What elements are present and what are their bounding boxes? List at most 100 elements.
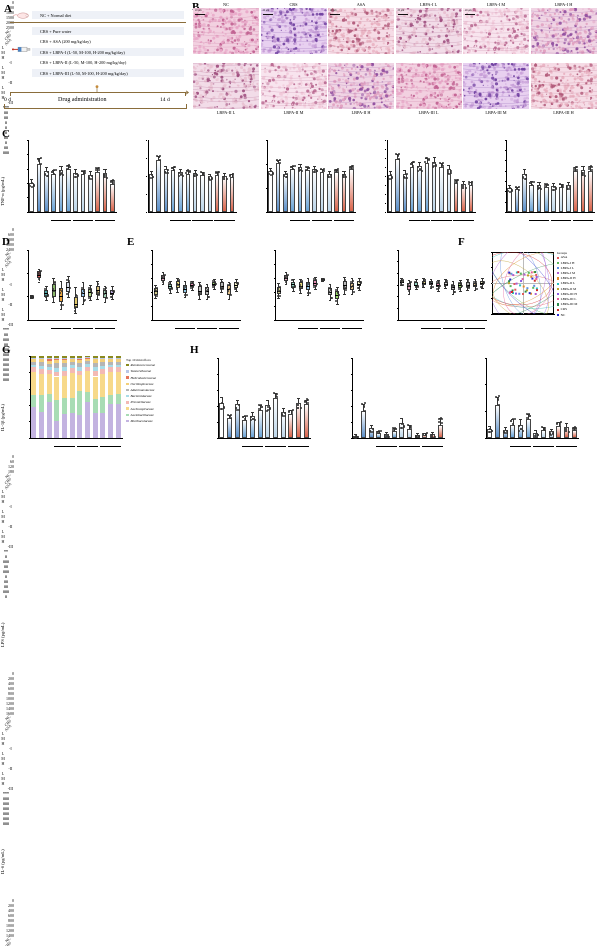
chart-il1b-datapoint-5-3 xyxy=(186,170,188,172)
chart-il10-datapoint-10-3 xyxy=(581,174,583,176)
chart-lps-datapoint-0-4 xyxy=(272,173,274,175)
chart-pca-ellipses xyxy=(492,252,554,314)
chart-abundance-segment-6-8 xyxy=(77,358,82,359)
chart-observed_asv-whisker-cap-bottom-0 xyxy=(154,298,157,299)
chart-tnfa-bar-2 xyxy=(44,171,49,212)
chart-il6-ylabel: IL-6 (pg/mL) xyxy=(0,826,10,898)
chart-ruminococcaceae-bar-5 xyxy=(526,419,531,438)
chart-mpo-whisker-cap-top-9 xyxy=(96,281,99,282)
chart-muribaculaceae-errorbar-10 xyxy=(298,398,299,403)
chart-pd_whole_tree-datapoint-10-4 xyxy=(352,285,354,287)
chart-abundance-segment-9-8 xyxy=(100,358,105,359)
chart-pca-legend-label-4: LBPA-II H xyxy=(561,276,576,280)
scale-bar-r1-2 xyxy=(330,14,340,15)
histology-caption-r1-2: ASA xyxy=(328,2,394,7)
chart-observed_asv-whisker-cap-bottom-10 xyxy=(228,299,231,300)
chart-simpson-datapoint-3-2 xyxy=(422,285,424,287)
chart-abundance-legend-swatch-9 xyxy=(126,420,129,422)
chart-helicobacteraceae-errorbar-6 xyxy=(402,418,403,423)
chart-abundance-segment-1-4 xyxy=(39,366,44,369)
chart-tnfa-bar-5 xyxy=(66,169,71,212)
chart-abundance-segment-9-7 xyxy=(100,358,105,359)
chart-observed_asv-whisker-cap-bottom-6 xyxy=(198,299,201,300)
chart-abundance-segment-1-1 xyxy=(39,395,44,411)
chart-il10-errorcap-0 xyxy=(508,185,511,186)
chart-helicobacteraceae-bar-5 xyxy=(392,431,397,438)
chart-helicobacteraceae-datapoint-11-0 xyxy=(438,421,440,423)
chart-abundance-segment-2-7 xyxy=(47,359,52,361)
chart-pd_whole_tree-whisker-cap-bottom-5 xyxy=(314,289,317,290)
chart-mpo-datapoint-6-3 xyxy=(74,310,76,312)
chart-il6-datapoint-8-3 xyxy=(450,172,452,174)
chart-il6-bar-1 xyxy=(395,159,400,212)
chart-abundance-segment-8-6 xyxy=(93,359,98,362)
chart-lps-datapoint-3-0 xyxy=(292,168,294,170)
chart-il1b-bar-2 xyxy=(164,169,169,212)
chart-tnfa-bar-8 xyxy=(88,175,93,212)
chart-simpson-whisker-cap-bottom-9 xyxy=(466,290,469,291)
chart-abundance-segment-1-9 xyxy=(39,356,44,358)
chart-tnfa-errorcap-0 xyxy=(30,179,33,180)
chart-tnfa-errorcap-8 xyxy=(89,171,92,172)
chart-helicobacteraceae-datapoint-11-2 xyxy=(440,417,442,419)
chart-abundance-segment-6-4 xyxy=(77,367,82,370)
chart-il1b-errorcap-10 xyxy=(223,173,226,174)
chart-abundance-segment-11-3 xyxy=(116,367,121,371)
chart-tnfa-bar-7 xyxy=(81,174,86,212)
chart-il1b-errorcap-0 xyxy=(150,171,153,172)
chart-abundance-segment-8-4 xyxy=(93,367,98,370)
chart-mpo-whisker-cap-bottom-9 xyxy=(96,299,99,300)
chart-simpson-datapoint-7-4 xyxy=(453,291,455,293)
timeline-middle-label: Drug administration xyxy=(58,97,107,103)
chart-abundance-segment-0-2 xyxy=(31,372,36,395)
chart-pd_whole_tree-datapoint-3-1 xyxy=(300,286,302,288)
chart-abundance-segment-10-4 xyxy=(108,365,113,367)
chart-abundance-segment-7-8 xyxy=(85,357,90,358)
chart-abundance-segment-9-5 xyxy=(100,362,105,366)
chart-abundance-segment-11-7 xyxy=(116,358,121,359)
chart-abundance-segment-11-9 xyxy=(116,356,121,358)
chart-abundance-segment-11-6 xyxy=(116,359,121,361)
chart-pd_whole_tree-datapoint-1-4 xyxy=(287,274,289,276)
histology-caption-r1-0: NC xyxy=(193,2,259,7)
mouse-icon xyxy=(12,12,30,19)
chart-lps-ylabel: LPS (pg/mL) xyxy=(0,599,10,671)
chart-muribaculaceae-errorbar-4 xyxy=(252,412,253,416)
chart-il10-datapoint-10-4 xyxy=(582,172,584,174)
chart-il6-errorcap-4 xyxy=(418,162,421,163)
chart-il6-datapoint-5-4 xyxy=(428,159,430,161)
chart-il6-errorcap-2 xyxy=(403,170,406,171)
chart-ruminococcaceae-errorcap-6 xyxy=(534,430,537,431)
chart-simpson-whisker-cap-top-1 xyxy=(408,280,411,281)
chart-lps-datapoint-11-4 xyxy=(352,167,354,169)
chart-lps-datapoint-6-4 xyxy=(316,170,318,172)
chart-tnfa-ylabel: TNF-α (pg/mL) xyxy=(0,155,10,227)
chart-mpo-whisker-cap-top-7 xyxy=(82,282,85,283)
chart-pca-legend-label-6: LBPA-II M xyxy=(561,287,577,291)
chart-abundance-segment-8-1 xyxy=(93,399,98,412)
chart-ruminococcaceae-errorbar-4 xyxy=(520,419,521,424)
chart-il10-errorcap-8 xyxy=(567,182,570,183)
scale-bar-label-r1-1: 20 μm xyxy=(263,9,270,12)
chart-observed_asv-whisker-cap-top-6 xyxy=(198,282,201,283)
chart-abundance-segment-3-3 xyxy=(54,372,59,377)
chart-abundance-segment-4-7 xyxy=(62,359,67,360)
chart-observed_asv-whisker-cap-bottom-1 xyxy=(162,284,165,285)
chart-mpo-whisker-cap-bottom-1 xyxy=(38,282,41,283)
panel-a-group-0: NC + Normal diet xyxy=(40,13,71,18)
chart-tnfa-datapoint-7-4 xyxy=(83,172,85,174)
chart-abundance-segment-6-0 xyxy=(77,415,82,438)
chart-observed_asv-datapoint-3-4 xyxy=(176,283,178,285)
chart-pca-legend-swatch-4 xyxy=(557,277,559,279)
chart-mpo-whisker-cap-top-3 xyxy=(52,278,55,279)
chart-muribaculaceae-datapoint-9-3 xyxy=(291,410,293,412)
chart-lps-bar-5 xyxy=(305,170,310,212)
chart-il1b-datapoint-1-4 xyxy=(158,156,160,158)
histology-image-r1-5 xyxy=(531,8,597,54)
chart-abundance-segment-8-0 xyxy=(93,413,98,438)
chart-simpson-whisker-cap-bottom-1 xyxy=(408,294,411,295)
chart-pd_whole_tree-whisker-cap-bottom-0 xyxy=(277,298,280,299)
chart-abundance-segment-5-7 xyxy=(70,358,75,359)
chart-tnfa-datapoint-6-4 xyxy=(77,174,79,176)
